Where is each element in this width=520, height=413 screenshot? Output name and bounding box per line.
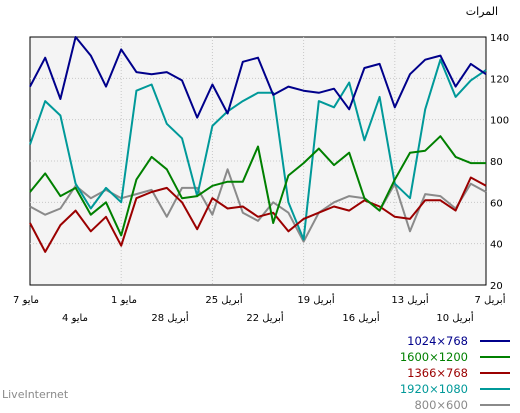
series-line-1024×768 [29, 36, 487, 119]
brand-watermark: LiveInternet [2, 388, 69, 401]
x-tick-label: 19 أبريل [297, 293, 335, 306]
legend-entry: 1600×1200 [330, 349, 520, 365]
legend-entry: 800×600 [330, 397, 520, 413]
legend-swatch [480, 388, 510, 390]
y-tick-label: 120 [490, 74, 509, 85]
x-tick-label: 13 أبريل [391, 293, 429, 306]
legend-entry: 1366×768 [330, 365, 520, 381]
y-tick-label: 20 [490, 281, 503, 292]
line-chart: المرات 20 40 60 80 100 120 140 7 مايو 1 مايو 25 … [13, 5, 509, 324]
legend-label: 1920×1080 [399, 382, 468, 396]
legend-label: 800×600 [414, 398, 468, 412]
legend-swatch [480, 356, 510, 358]
legend: 1024×768 1600×1200 1366×768 1920×1080 800×60… [330, 333, 520, 413]
x-tick-label: 28 أبريل [151, 311, 189, 324]
x-tick-labels: 7 مايو 1 مايو 25 أبريل 19 أبريل 13 أبريل 7 أب… [13, 293, 506, 324]
y-axis-label: المرات [466, 5, 498, 18]
series-line-1600×1200 [29, 135, 486, 237]
series-lines [29, 36, 487, 253]
x-tick-label: 4 مايو [62, 313, 88, 324]
series-line-1920×1080 [29, 58, 487, 241]
series-line-1366×768 [29, 176, 487, 253]
y-tick-label: 60 [490, 198, 503, 209]
legend-label: 1024×768 [407, 334, 468, 348]
x-tick-label: 1 مايو [111, 295, 137, 306]
legend-label: 1600×1200 [399, 350, 468, 364]
x-tick-label: 25 أبريل [205, 293, 243, 306]
legend-entry: 1920×1080 [330, 381, 520, 397]
legend-swatch [480, 340, 510, 342]
y-tick-label: 80 [490, 157, 503, 168]
x-tick-label: 10 أبريل [436, 311, 474, 324]
x-tick-label: 22 أبريل [246, 311, 284, 324]
legend-entry: 1024×768 [330, 333, 520, 349]
x-tick-label: 7 أبريل [475, 293, 506, 306]
y-tick-label: 140 [490, 33, 509, 44]
series-line-800×600 [29, 168, 487, 243]
legend-swatch [480, 404, 510, 406]
x-tick-label: 16 أبريل [342, 311, 380, 324]
legend-swatch [480, 372, 510, 374]
legend-label: 1366×768 [407, 366, 468, 380]
y-tick-labels: 20 40 60 80 100 120 140 [490, 33, 509, 292]
y-tick-label: 40 [490, 240, 503, 251]
x-tick-label: 7 مايو [13, 295, 39, 306]
y-tick-label: 100 [490, 116, 509, 127]
